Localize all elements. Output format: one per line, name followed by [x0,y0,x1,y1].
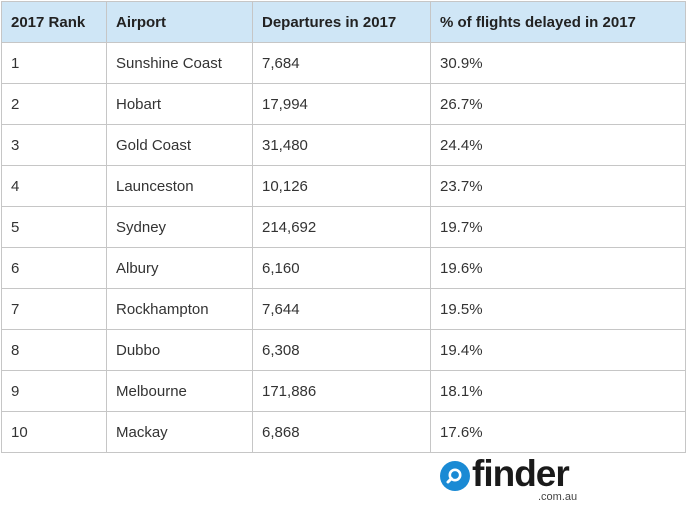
cell-airport: Melbourne [106,370,253,412]
cell-rank: 7 [1,288,107,330]
cell-departures: 10,126 [252,165,431,207]
cell-delayed-percent: 24.4% [430,124,686,166]
header-departures: Departures in 2017 [252,1,431,43]
cell-departures: 6,160 [252,247,431,289]
cell-departures: 6,308 [252,329,431,371]
cell-delayed-percent: 19.6% [430,247,686,289]
table-row: 7 Rockhampton 7,644 19.5% [1,288,686,330]
cell-departures: 7,644 [252,288,431,330]
cell-delayed-percent: 19.7% [430,206,686,248]
table-row: 1 Sunshine Coast 7,684 30.9% [1,42,686,84]
header-delayed-percent: % of flights delayed in 2017 [430,1,686,43]
cell-delayed-percent: 26.7% [430,83,686,125]
cell-delayed-percent: 17.6% [430,411,686,453]
cell-rank: 3 [1,124,107,166]
cell-airport: Sydney [106,206,253,248]
cell-departures: 214,692 [252,206,431,248]
header-airport: Airport [106,1,253,43]
cell-delayed-percent: 19.5% [430,288,686,330]
table-row: 5 Sydney 214,692 19.7% [1,206,686,248]
cell-departures: 171,886 [252,370,431,412]
table-header-row: 2017 Rank Airport Departures in 2017 % o… [1,1,686,43]
cell-rank: 5 [1,206,107,248]
cell-rank: 10 [1,411,107,453]
cell-rank: 2 [1,83,107,125]
cell-rank: 1 [1,42,107,84]
table-row: 4 Launceston 10,126 23.7% [1,165,686,207]
cell-airport: Hobart [106,83,253,125]
cell-departures: 17,994 [252,83,431,125]
cell-rank: 6 [1,247,107,289]
table-row: 6 Albury 6,160 19.6% [1,247,686,289]
cell-airport: Gold Coast [106,124,253,166]
table-row: 10 Mackay 6,868 17.6% [1,411,686,453]
airport-delays-table: 2017 Rank Airport Departures in 2017 % o… [1,1,686,453]
cell-departures: 6,868 [252,411,431,453]
cell-airport: Sunshine Coast [106,42,253,84]
cell-delayed-percent: 23.7% [430,165,686,207]
logo-domain: .com.au [538,491,578,503]
logo-wordmark: finder [472,453,570,494]
header-rank: 2017 Rank [1,1,107,43]
table-row: 8 Dubbo 6,308 19.4% [1,329,686,371]
cell-delayed-percent: 18.1% [430,370,686,412]
cell-airport: Albury [106,247,253,289]
cell-departures: 31,480 [252,124,431,166]
cell-airport: Rockhampton [106,288,253,330]
cell-airport: Mackay [106,411,253,453]
cell-airport: Dubbo [106,329,253,371]
table-row: 3 Gold Coast 31,480 24.4% [1,124,686,166]
cell-rank: 8 [1,329,107,371]
table-row: 9 Melbourne 171,886 18.1% [1,370,686,412]
finder-logo: finder .com.au [440,453,590,505]
cell-delayed-percent: 30.9% [430,42,686,84]
cell-departures: 7,684 [252,42,431,84]
cell-airport: Launceston [106,165,253,207]
cell-rank: 9 [1,370,107,412]
search-icon [440,461,470,491]
cell-rank: 4 [1,165,107,207]
cell-delayed-percent: 19.4% [430,329,686,371]
table-row: 2 Hobart 17,994 26.7% [1,83,686,125]
